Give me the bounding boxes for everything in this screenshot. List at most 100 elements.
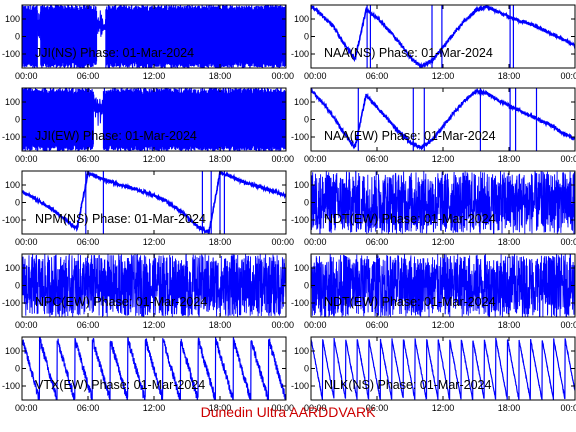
y-tick-label: -100 xyxy=(2,381,20,391)
chart-panel-9: 100 0 -100 00:00 06:00 12:00 18:00 00:00 NLK(NS)… xyxy=(291,336,576,413)
chart-panel-5: 100 0 -100 00:00 06:00 12:00 18:00 00:00 NDT(EW)… xyxy=(291,170,576,247)
x-tick-label: 00:00 xyxy=(271,403,294,413)
panel-title: NPC(EW) Phase: 01-Mar-2024 xyxy=(35,295,207,309)
trace-gap-path xyxy=(96,10,107,37)
chart-panel-3: 100 0 -100 00:00 06:00 12:00 18:00 00:00 NAA(EW)… xyxy=(291,87,576,164)
y-tick-label: 0 xyxy=(15,32,20,42)
panel-title: JJI(NS) Phase: 01-Mar-2024 xyxy=(35,46,194,60)
x-tick-label: 12:00 xyxy=(143,320,166,330)
chart-panel-8: 100 0 -100 00:00 06:00 12:00 18:00 00:00 VTX(EW)… xyxy=(2,336,294,413)
x-tick-label: 00:00 xyxy=(15,154,38,164)
trace-path xyxy=(22,254,286,317)
x-tick-label: 12:00 xyxy=(432,154,455,164)
chart-panel-4: 100 0 -100 00:00 06:00 12:00 18:00 00:00 NPM(NS)… xyxy=(2,170,294,247)
trace-path xyxy=(311,254,575,317)
y-tick-label: -100 xyxy=(2,215,20,225)
x-tick-label: 00:00 xyxy=(560,320,576,330)
x-tick-label: 12:00 xyxy=(143,71,166,81)
trace-path xyxy=(22,337,286,400)
x-tick-label: 00:00 xyxy=(304,403,327,413)
x-tick-label: 12:00 xyxy=(432,403,455,413)
x-tick-label: 12:00 xyxy=(143,403,166,413)
x-tick-label: 06:00 xyxy=(77,154,100,164)
y-tick-label: -100 xyxy=(291,298,309,308)
x-tick-label: 00:00 xyxy=(15,320,38,330)
x-tick-label: 00:00 xyxy=(15,71,38,81)
phase-trace-0 xyxy=(22,5,286,68)
y-tick-label: 100 xyxy=(5,180,20,190)
chart-panel-6: 100 0 -100 00:00 06:00 12:00 18:00 00:00 NPC(EW)… xyxy=(2,253,294,330)
y-tick-label: 100 xyxy=(294,263,309,273)
phase-trace-7 xyxy=(311,254,575,317)
y-tick-label: 100 xyxy=(5,14,20,24)
trace-path xyxy=(311,337,575,400)
panel-title: NAA(EW) Phase: 01-Mar-2024 xyxy=(324,129,496,143)
y-tick-label: -100 xyxy=(2,49,20,59)
x-tick-label: 00:00 xyxy=(304,237,327,247)
trace-path xyxy=(311,5,575,68)
chart-panel-1: 100 0 -100 00:00 06:00 12:00 18:00 00:00 NAA(NS)… xyxy=(291,4,576,81)
x-tick-label: 18:00 xyxy=(498,71,521,81)
x-tick-label: 18:00 xyxy=(209,154,232,164)
y-tick-label: 100 xyxy=(294,14,309,24)
panel-title: VTX(EW) Phase: 01-Mar-2024 xyxy=(35,378,205,392)
y-tick-label: 0 xyxy=(15,281,20,291)
x-tick-label: 18:00 xyxy=(498,237,521,247)
phase-trace-3 xyxy=(311,88,575,151)
x-tick-label: 06:00 xyxy=(77,71,100,81)
x-tick-label: 00:00 xyxy=(560,237,576,247)
x-tick-label: 18:00 xyxy=(498,320,521,330)
x-tick-label: 00:00 xyxy=(15,403,38,413)
panel-title: NLK(NS) Phase: 01-Mar-2024 xyxy=(324,378,491,392)
phase-trace-4 xyxy=(22,171,286,234)
phase-trace-8 xyxy=(22,337,286,400)
x-tick-label: 06:00 xyxy=(77,320,100,330)
panel-title: NDT(EW) Phase: 01-Mar-2024 xyxy=(324,295,496,309)
phase-trace-2 xyxy=(22,88,286,151)
phase-trace-5 xyxy=(311,171,575,234)
x-tick-label: 00:00 xyxy=(560,71,576,81)
x-tick-label: 00:00 xyxy=(304,154,327,164)
x-tick-label: 18:00 xyxy=(498,154,521,164)
chart-panel-7: 100 0 -100 00:00 06:00 12:00 18:00 00:00 NDT(EW)… xyxy=(291,253,576,330)
trace-path xyxy=(22,88,286,151)
y-tick-label: 100 xyxy=(5,263,20,273)
x-tick-label: 06:00 xyxy=(366,403,389,413)
x-tick-label: 06:00 xyxy=(77,237,100,247)
phase-trace-1 xyxy=(311,5,575,68)
x-tick-label: 00:00 xyxy=(271,71,294,81)
y-tick-label: 100 xyxy=(5,346,20,356)
y-tick-label: -100 xyxy=(291,49,309,59)
chart-panel-0: 100 0 -100 00:00 06:00 12:00 18:00 00:00 JJI(NS)… xyxy=(2,4,294,81)
y-tick-label: 100 xyxy=(294,97,309,107)
trace-path xyxy=(22,171,286,234)
y-tick-label: 0 xyxy=(304,115,309,125)
y-tick-label: 0 xyxy=(15,364,20,374)
x-tick-label: 12:00 xyxy=(432,237,455,247)
y-tick-label: -100 xyxy=(2,132,20,142)
panel-title: NAA(NS) Phase: 01-Mar-2024 xyxy=(324,46,493,60)
x-tick-label: 00:00 xyxy=(271,237,294,247)
y-tick-label: 0 xyxy=(304,364,309,374)
x-tick-label: 00:00 xyxy=(560,403,576,413)
y-tick-label: 0 xyxy=(304,32,309,42)
x-tick-label: 06:00 xyxy=(366,71,389,81)
x-tick-label: 00:00 xyxy=(271,154,294,164)
x-tick-label: 06:00 xyxy=(366,154,389,164)
x-tick-label: 00:00 xyxy=(560,154,576,164)
x-tick-label: 00:00 xyxy=(304,71,327,81)
y-tick-label: 0 xyxy=(15,115,20,125)
x-tick-label: 18:00 xyxy=(209,237,232,247)
trace-path xyxy=(311,88,575,151)
x-tick-label: 00:00 xyxy=(271,320,294,330)
x-tick-label: 12:00 xyxy=(143,237,166,247)
x-tick-label: 18:00 xyxy=(209,71,232,81)
x-tick-label: 18:00 xyxy=(209,320,232,330)
trace-path xyxy=(311,171,575,234)
y-tick-label: 100 xyxy=(294,180,309,190)
y-tick-label: -100 xyxy=(291,132,309,142)
phase-trace-6 xyxy=(22,254,286,317)
trace-gap-path xyxy=(93,94,104,126)
x-tick-label: 00:00 xyxy=(304,320,327,330)
